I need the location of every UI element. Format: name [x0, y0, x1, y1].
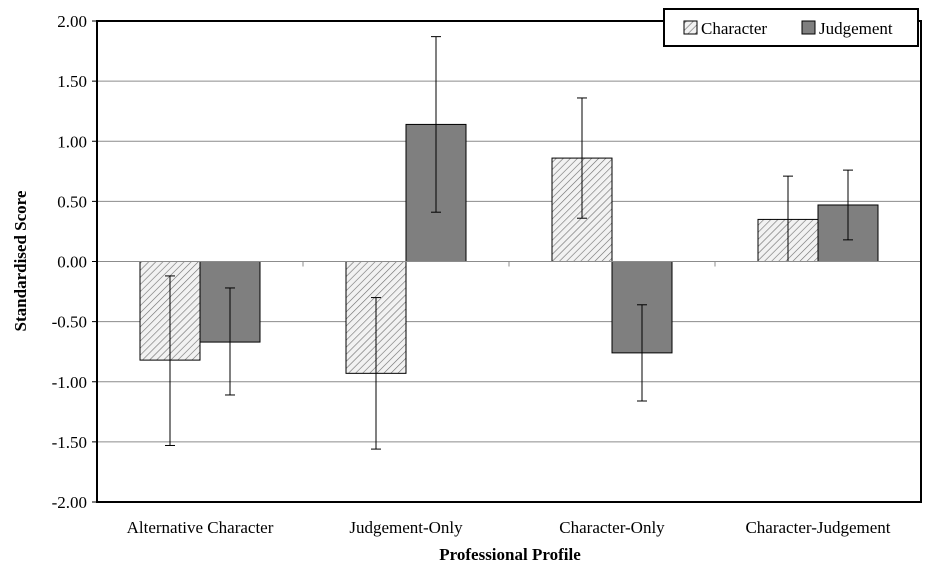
- legend-label-judgement: Judgement: [819, 19, 893, 38]
- legend-label-character: Character: [701, 19, 767, 38]
- error-bar-character: [371, 297, 381, 450]
- error-bar-judgement: [431, 36, 441, 213]
- tick-labels: 2.00 1.50 1.00 0.50 0.00 -0.50 -1.00 -1.50 -2.00…: [52, 12, 891, 537]
- y-tick-label: -1.50: [52, 433, 87, 452]
- x-axis-title: Professional Profile: [439, 545, 581, 564]
- legend-box: [663, 8, 919, 47]
- error-bar-judgement: [225, 287, 235, 396]
- y-tick-label: 0.50: [57, 192, 87, 211]
- y-tick-label: 0.00: [57, 253, 87, 272]
- x-category-label: Character-Only: [559, 518, 665, 537]
- plot-area-border: [96, 20, 922, 503]
- error-bar-character: [165, 275, 175, 446]
- axes: [92, 20, 922, 503]
- error-bar-character: [577, 97, 587, 219]
- y-tick-label: -2.00: [52, 493, 87, 512]
- error-bars: [165, 36, 853, 450]
- x-category-label: Character-Judgement: [745, 518, 890, 537]
- y-axis-title: Standardised Score: [11, 190, 30, 331]
- y-tick-label: -1.00: [52, 373, 87, 392]
- y-tick-label: -0.50: [52, 313, 87, 332]
- x-category-label: Alternative Character: [127, 518, 274, 537]
- legend-swatch-character: [683, 20, 698, 35]
- error-bar-judgement: [843, 169, 853, 241]
- y-tick-label: 1.50: [57, 72, 87, 91]
- legend-swatch-judgement: [801, 20, 816, 35]
- bars: [139, 123, 879, 374]
- y-tick-label: 2.00: [57, 12, 87, 31]
- error-bar-judgement: [637, 304, 647, 402]
- x-category-label: Judgement-Only: [349, 518, 463, 537]
- y-tick-label: 1.00: [57, 132, 87, 151]
- legend: Character Judgement: [663, 8, 919, 47]
